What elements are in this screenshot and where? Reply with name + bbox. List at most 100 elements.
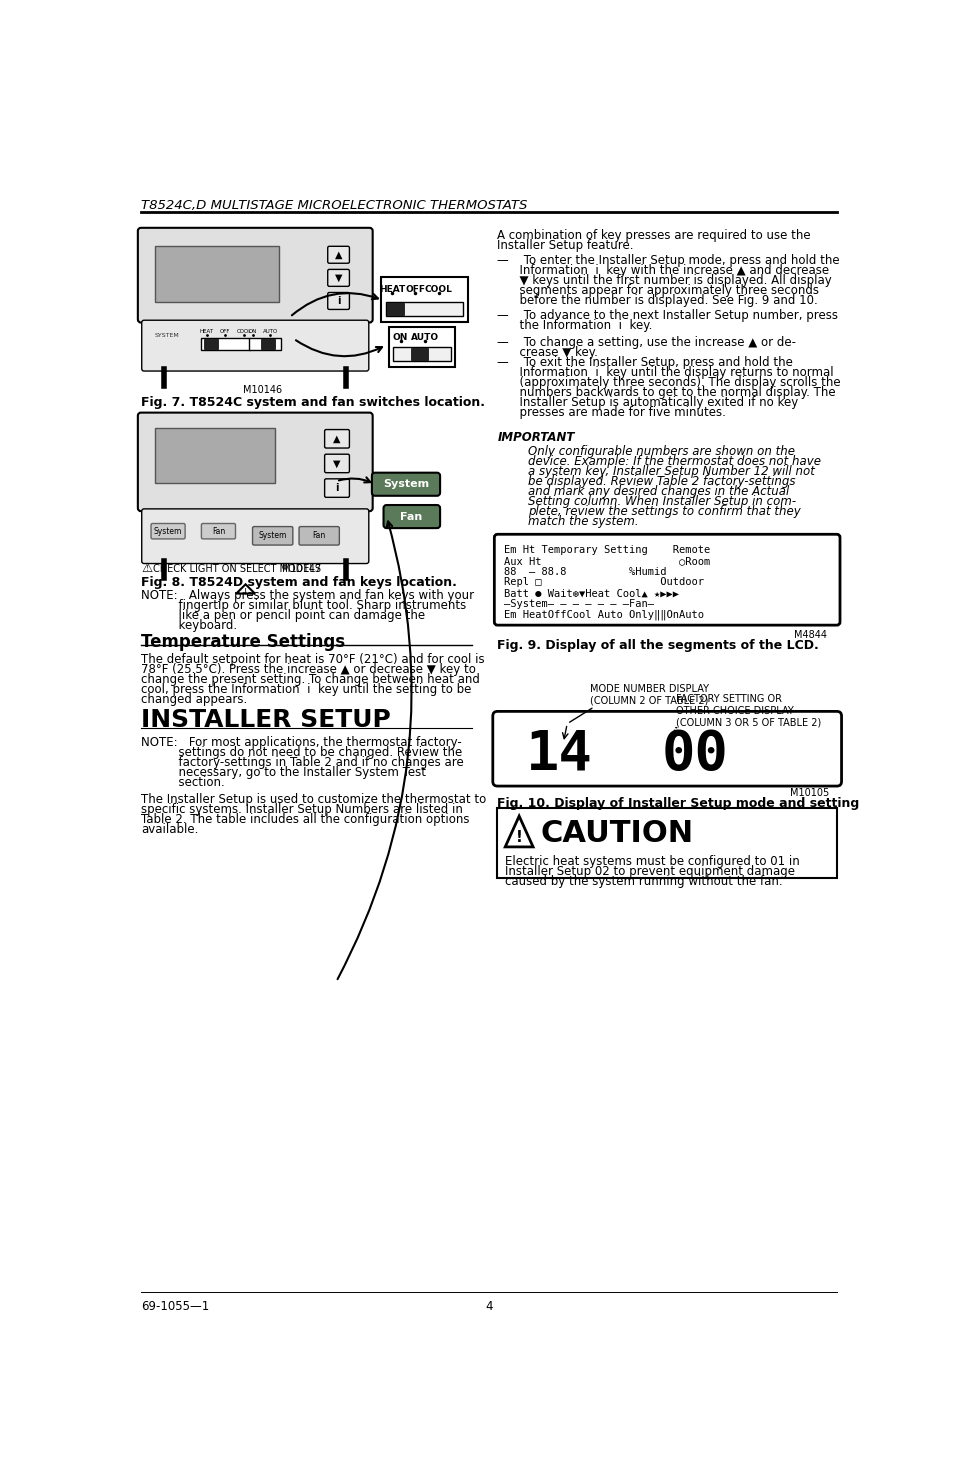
Text: presses are made for five minutes.: presses are made for five minutes. <box>497 406 725 419</box>
Text: !: ! <box>244 587 247 596</box>
FancyBboxPatch shape <box>324 479 349 497</box>
Text: COOL: COOL <box>424 285 452 294</box>
Text: available.: available. <box>141 823 198 836</box>
Text: OFF: OFF <box>220 329 231 335</box>
Bar <box>385 302 463 316</box>
FancyBboxPatch shape <box>137 413 373 512</box>
FancyBboxPatch shape <box>253 527 293 546</box>
Text: INSTALLER SETUP: INSTALLER SETUP <box>141 708 391 732</box>
Text: T8524C,D MULTISTAGE MICROELECTRONIC THERMOSTATS: T8524C,D MULTISTAGE MICROELECTRONIC THER… <box>141 199 527 211</box>
Text: match the system.: match the system. <box>528 515 639 528</box>
Text: device. Example: If the thermostat does not have: device. Example: If the thermostat does … <box>528 454 821 468</box>
Text: M10105: M10105 <box>790 788 829 798</box>
Text: HEAT: HEAT <box>378 285 405 294</box>
Text: Fig. 8. T8524D system and fan keys location.: Fig. 8. T8524D system and fan keys locat… <box>141 575 456 589</box>
Text: ▲: ▲ <box>333 434 340 444</box>
Bar <box>249 338 281 350</box>
Text: Fig. 9. Display of all the segments of the LCD.: Fig. 9. Display of all the segments of t… <box>497 639 819 652</box>
FancyBboxPatch shape <box>142 320 369 372</box>
Text: Information  i  key with the increase ▲ and decrease: Information i key with the increase ▲ an… <box>497 264 829 277</box>
Text: segments appear for approximately three seconds: segments appear for approximately three … <box>497 285 819 296</box>
Text: Installer Setup is automatically exited if no key: Installer Setup is automatically exited … <box>497 395 798 409</box>
Text: IMPORTANT: IMPORTANT <box>497 431 575 444</box>
Text: a system key, Installer Setup Number 12 will not: a system key, Installer Setup Number 12 … <box>528 465 815 478</box>
Text: !: ! <box>516 830 522 845</box>
Text: Em HeatOffCool Auto Only‖‖OnAuto: Em HeatOffCool Auto Only‖‖OnAuto <box>503 609 703 621</box>
Text: 4: 4 <box>485 1299 492 1313</box>
Text: HEAT: HEAT <box>199 329 213 335</box>
Text: ⚠: ⚠ <box>141 562 152 575</box>
Text: Information  i  key until the display returns to normal: Information i key until the display retu… <box>497 366 833 379</box>
Text: fingertip or similar blunt tool. Sharp instruments: fingertip or similar blunt tool. Sharp i… <box>141 599 466 612</box>
FancyBboxPatch shape <box>142 509 369 563</box>
Text: be displayed. Review Table 2 factory-settings: be displayed. Review Table 2 factory-set… <box>528 475 795 488</box>
Text: 88  – 88.8          %Humid: 88 – 88.8 %Humid <box>503 566 665 577</box>
Text: settings do not need to be changed. Review the: settings do not need to be changed. Revi… <box>141 746 461 760</box>
FancyBboxPatch shape <box>328 292 349 310</box>
Text: Temperature Settings: Temperature Settings <box>141 633 345 650</box>
Bar <box>410 348 427 360</box>
Text: CAUTION: CAUTION <box>539 819 693 848</box>
Text: —    To exit the Installer Setup, press and hold the: — To exit the Installer Setup, press and… <box>497 355 793 369</box>
Text: MODE NUMBER DISPLAY
(COLUMN 2 OF TABLE 2): MODE NUMBER DISPLAY (COLUMN 2 OF TABLE 2… <box>590 683 709 705</box>
Text: necessary, go to the Installer System Test: necessary, go to the Installer System Te… <box>141 766 425 779</box>
Bar <box>497 808 836 878</box>
Text: (approximately three seconds). The display scrolls the: (approximately three seconds). The displ… <box>497 376 841 388</box>
Text: cool, press the Information  i  key until the setting to be: cool, press the Information i key until … <box>141 683 471 696</box>
Text: factory-settings in Table 2 and if no changes are: factory-settings in Table 2 and if no ch… <box>141 757 463 768</box>
Bar <box>154 246 278 302</box>
Text: and mark any desired changes in the Actual: and mark any desired changes in the Actu… <box>528 485 789 499</box>
Text: 00: 00 <box>661 729 728 780</box>
FancyBboxPatch shape <box>372 472 439 496</box>
Text: M10146: M10146 <box>243 385 282 395</box>
Text: the Information  i  key.: the Information i key. <box>497 320 652 332</box>
Text: 78°F (25.5°C). Press the increase ▲ or decrease ▼ key to: 78°F (25.5°C). Press the increase ▲ or d… <box>141 662 476 676</box>
Text: keyboard.: keyboard. <box>141 620 237 631</box>
Text: Table 2. The table includes all the configuration options: Table 2. The table includes all the conf… <box>141 813 469 826</box>
Text: Installer Setup 02 to prevent equipment damage: Installer Setup 02 to prevent equipment … <box>505 864 795 878</box>
Text: crease ▼ key.: crease ▼ key. <box>497 345 598 358</box>
Text: ▼: ▼ <box>335 273 342 283</box>
Bar <box>154 428 274 484</box>
Text: Only configurable numbers are shown on the: Only configurable numbers are shown on t… <box>528 445 795 457</box>
Text: Fig. 7. T8524C system and fan switches location.: Fig. 7. T8524C system and fan switches l… <box>141 395 484 409</box>
Text: ON: ON <box>249 329 257 335</box>
Text: NOTE:   Always press the system and fan keys with your: NOTE: Always press the system and fan ke… <box>141 589 474 602</box>
Text: M10147: M10147 <box>282 563 321 574</box>
Text: before the number is displayed. See Fig. 9 and 10.: before the number is displayed. See Fig.… <box>497 294 818 307</box>
Text: like a pen or pencil point can damage the: like a pen or pencil point can damage th… <box>141 609 425 622</box>
Text: Fan: Fan <box>212 527 225 535</box>
Text: NOTE:   For most applications, the thermostat factory-: NOTE: For most applications, the thermos… <box>141 736 461 749</box>
Text: Em Ht Temporary Setting    Remote: Em Ht Temporary Setting Remote <box>503 546 709 555</box>
Bar <box>389 327 455 367</box>
Text: Fan: Fan <box>400 512 422 522</box>
Text: FACTORY SETTING OR
OTHER CHOICE DISPLAY
(COLUMN 3 OR 5 OF TABLE 2): FACTORY SETTING OR OTHER CHOICE DISPLAY … <box>675 695 821 727</box>
Text: change the present setting. To change between heat and: change the present setting. To change be… <box>141 673 479 686</box>
Text: caused by the system running without the fan.: caused by the system running without the… <box>505 875 782 888</box>
Text: i: i <box>336 296 340 305</box>
Text: –System– – – – – – –Fan–: –System– – – – – – –Fan– <box>503 599 653 609</box>
Text: ON: ON <box>393 333 408 342</box>
FancyBboxPatch shape <box>151 524 185 538</box>
Text: i: i <box>335 484 338 493</box>
Text: OFF: OFF <box>405 285 425 294</box>
Text: SYSTEM: SYSTEM <box>154 333 179 338</box>
Text: 69-1055—1: 69-1055—1 <box>141 1299 209 1313</box>
Text: specific systems. Installer Setup Numbers are listed in: specific systems. Installer Setup Number… <box>141 802 462 816</box>
FancyBboxPatch shape <box>493 711 841 786</box>
Text: —    To enter the Installer Setup mode, press and hold the: — To enter the Installer Setup mode, pre… <box>497 254 840 267</box>
FancyBboxPatch shape <box>494 534 840 625</box>
Text: CHECK LIGHT ON SELECT MODELS: CHECK LIGHT ON SELECT MODELS <box>153 563 321 574</box>
Text: Electric heat systems must be configured to 01 in: Electric heat systems must be configured… <box>505 854 800 867</box>
Text: M4844: M4844 <box>794 630 826 640</box>
Text: ▲: ▲ <box>335 249 342 260</box>
FancyBboxPatch shape <box>383 504 439 528</box>
FancyBboxPatch shape <box>328 246 349 263</box>
Text: Repl □                   Outdoor: Repl □ Outdoor <box>503 577 703 587</box>
Text: 14: 14 <box>525 729 592 780</box>
Bar <box>381 277 468 322</box>
Text: AUTO: AUTO <box>262 329 277 335</box>
Text: —    To advance to the next Installer Setup number, press: — To advance to the next Installer Setup… <box>497 310 838 323</box>
Text: Setting column. When Installer Setup in com-: Setting column. When Installer Setup in … <box>528 496 796 507</box>
Text: COOL: COOL <box>236 329 252 335</box>
